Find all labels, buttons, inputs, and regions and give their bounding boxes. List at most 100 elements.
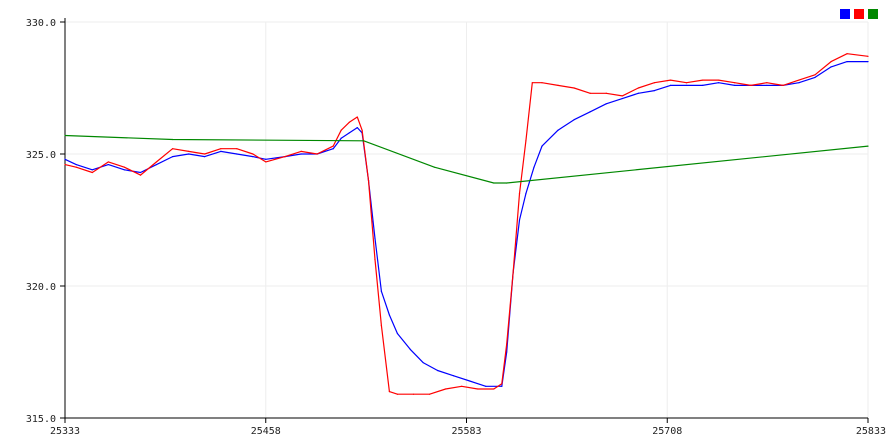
y-tick-label: 325.0 [26,150,56,161]
y-tick-label: 315.0 [26,414,56,425]
data-point [541,145,543,147]
data-point [512,272,514,274]
data-point [356,127,358,129]
data-point [493,388,495,390]
legend-swatch [868,9,878,19]
data-point [531,82,533,84]
data-point [316,153,318,155]
y-tick-label: 330.0 [26,18,56,29]
data-point [380,290,382,292]
x-tick-label: 25583 [451,426,481,437]
data-point [830,66,832,68]
data-point [388,391,391,393]
data-point [621,95,623,97]
data-point [734,84,736,86]
data-point [252,156,254,158]
data-point [172,138,174,141]
data-point [782,84,784,86]
data-point [300,150,302,152]
data-point [388,314,391,316]
data-point [428,393,431,395]
data-point [445,388,447,390]
series-2 [64,134,869,184]
data-point [265,161,267,163]
data-point [356,116,358,118]
data-point [830,61,832,63]
data-point [621,97,623,100]
axes: 315.0 320.0 325.0 330.0 25333 25458 25583 25708… [26,18,886,437]
data-point [718,82,720,84]
data-point [64,163,66,166]
data-point [107,163,109,166]
data-point [332,148,334,150]
data-point [252,153,254,155]
y-tick-label: 320.0 [26,282,56,293]
data-point [653,90,656,92]
data-point [846,53,848,55]
data-point [172,156,174,158]
data-point [653,82,656,84]
data-point [469,380,471,382]
data-point [220,148,222,150]
data-point [155,161,158,163]
data-point [374,259,376,261]
data-point [701,84,704,86]
x-tick-label: 25833 [856,426,886,437]
data-point [374,237,376,240]
data-point [91,169,93,171]
data-point [75,166,77,168]
data-point [422,361,424,364]
data-point [220,150,222,152]
data-point [685,82,688,84]
data-point [766,84,768,86]
data-point [506,182,508,184]
data-point [188,150,190,152]
data-point [204,156,206,158]
data-point [284,156,286,158]
series-group [64,53,869,395]
data-point [123,166,126,168]
data-point [501,383,503,385]
series-1 [64,53,869,395]
data-point [204,153,206,155]
data-point [332,145,334,147]
data-point [669,79,672,81]
legend-swatch [854,9,864,19]
data-point [139,171,142,174]
data-point [396,332,399,335]
data-point [340,137,342,139]
data-point [589,92,591,94]
data-point [493,182,495,184]
data-point [814,76,816,79]
data-point [501,385,503,387]
data-point [798,79,800,81]
data-point [139,174,142,176]
data-point [236,148,238,150]
series-line [64,61,868,387]
data-point [669,84,672,86]
data-point [867,61,869,63]
data-point [361,129,363,131]
data-point [300,153,302,155]
x-tick-label: 25333 [50,426,80,437]
legend-swatch [840,9,850,19]
data-point [573,87,575,89]
data-point [734,82,736,84]
data-point [340,129,342,131]
data-point [236,153,238,155]
data-point [412,393,415,395]
data-point [396,393,399,395]
data-point [107,161,109,163]
data-point [518,193,521,195]
x-tick-label: 25458 [251,426,281,437]
data-point [485,385,487,387]
data-point [172,148,174,150]
data-point [75,163,77,166]
series-line [64,53,869,395]
data-point [525,140,527,142]
data-point [409,348,411,350]
data-point [867,55,869,57]
data-point [348,121,350,123]
data-point [750,84,752,86]
